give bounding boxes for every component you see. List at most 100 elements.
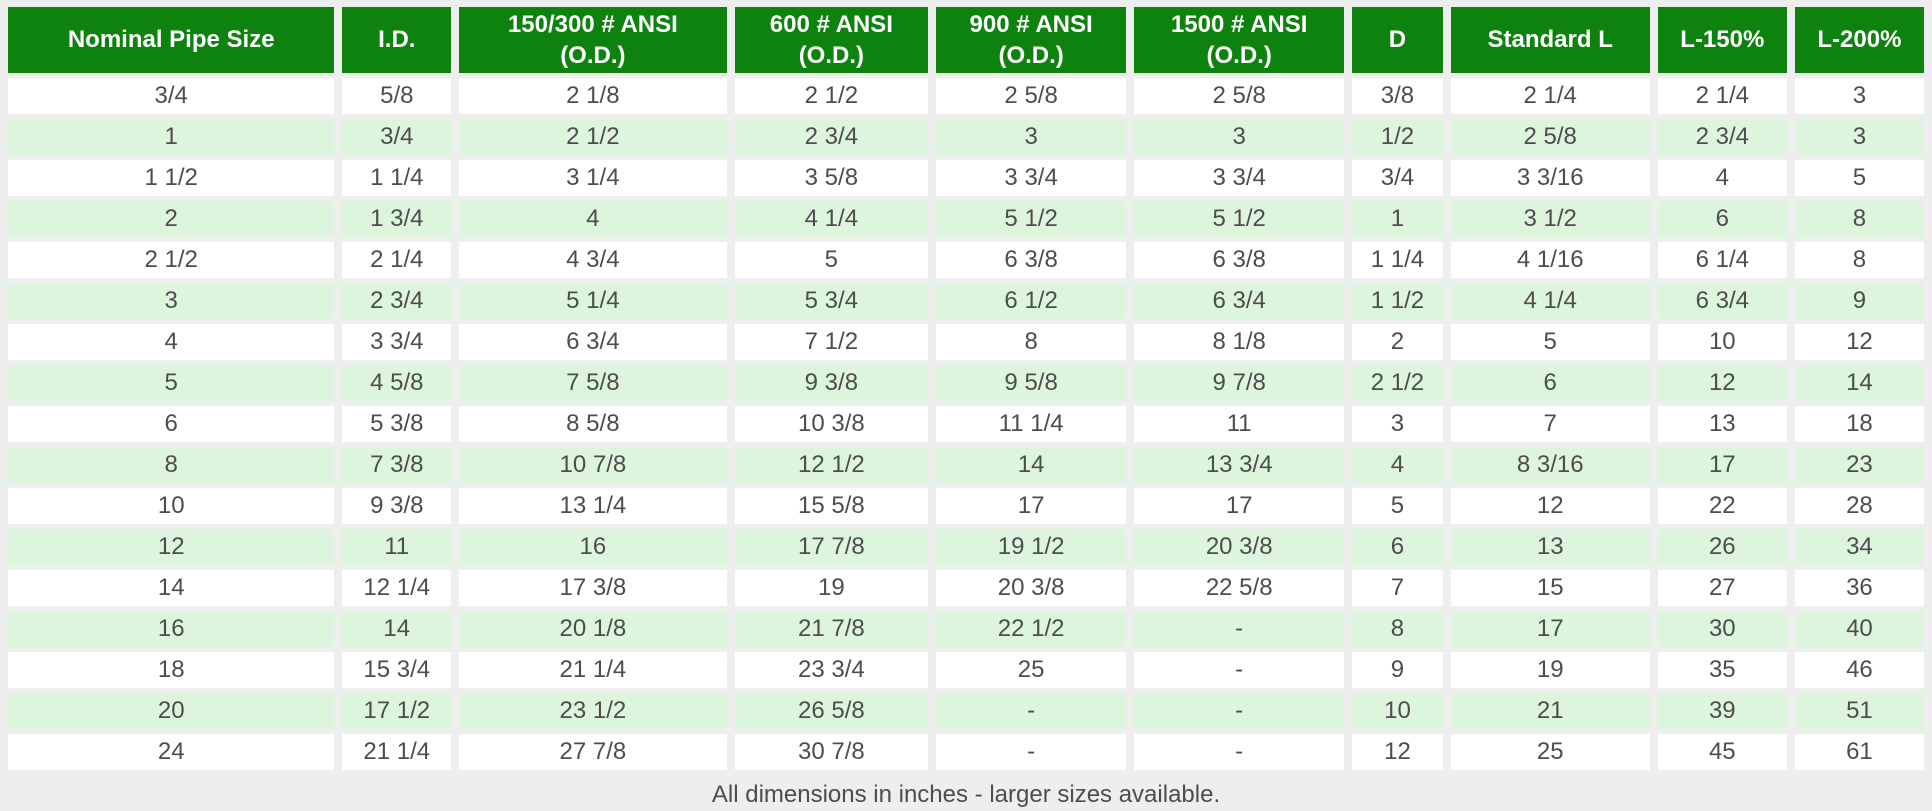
table-cell: 5/8	[342, 78, 452, 114]
table-cell: 27 7/8	[459, 734, 727, 770]
table-cell: 3	[936, 119, 1127, 155]
table-cell: 9 7/8	[1134, 365, 1345, 401]
table-cell: 9 5/8	[936, 365, 1127, 401]
table-cell: 21 7/8	[734, 611, 929, 647]
table-cell: 9	[1794, 283, 1924, 319]
table-cell: 2 1/8	[459, 78, 727, 114]
table-cell: 6 3/8	[1134, 242, 1345, 278]
table-cell: 28	[1794, 488, 1924, 524]
table-cell: 26	[1657, 529, 1787, 565]
header-cell: 900 # ANSI (O.D.)	[936, 7, 1127, 73]
table-cell: 6	[1657, 201, 1787, 237]
table-cell: 13 3/4	[1134, 447, 1345, 483]
table-cell: 20	[8, 693, 335, 729]
table-cell: 1/2	[1352, 119, 1443, 155]
table-cell: 14	[8, 570, 335, 606]
table-cell: -	[936, 734, 1127, 770]
table-cell: 34	[1794, 529, 1924, 565]
table-cell: 18	[8, 652, 335, 688]
table-body: 3/4 5/8 2 1/8 2 1/2 2 5/8 2 5/8 3/8 2 1/4 2 1/4 3…	[8, 78, 1924, 770]
table-cell: 4	[459, 201, 727, 237]
table-cell: 11	[1134, 406, 1345, 442]
table-cell: 3	[1352, 406, 1443, 442]
table-cell: 11 1/4	[936, 406, 1127, 442]
table-cell: 5	[1794, 160, 1924, 196]
table-row: 10 9 3/8 13 1/4 15 5/8 17 17 5 12 22 28	[8, 488, 1924, 524]
header-cell: L-200%	[1794, 7, 1924, 73]
table-row: 16 14 20 1/8 21 7/8 22 1/2-8 17 30 40	[8, 611, 1924, 647]
table-cell: 6 1/2	[936, 283, 1127, 319]
table-cell: 2	[8, 201, 335, 237]
table-cell: 21 1/4	[342, 734, 452, 770]
header-cell: L-150%	[1657, 7, 1787, 73]
table-cell: 20 1/8	[459, 611, 727, 647]
table-cell: 10	[1657, 324, 1787, 360]
table-cell: 20 3/8	[1134, 529, 1345, 565]
table-cell: 3/4	[342, 119, 452, 155]
table-cell: 9 3/8	[342, 488, 452, 524]
table-cell: 5	[1352, 488, 1443, 524]
table-cell: 18	[1794, 406, 1924, 442]
table-cell: 2 3/4	[1657, 119, 1787, 155]
table-row: 3/4 5/8 2 1/8 2 1/2 2 5/8 2 5/8 3/8 2 1/4 2 1/4 3	[8, 78, 1924, 114]
table-row: 18 15 3/4 21 1/4 23 3/4 25-9 19 35 46	[8, 652, 1924, 688]
table-cell: 3/4	[8, 78, 335, 114]
table-cell: -	[1134, 693, 1345, 729]
table-cell: 2 5/8	[1134, 78, 1345, 114]
table-cell: 15	[1450, 570, 1650, 606]
table-cell: 19	[734, 570, 929, 606]
header-cell: I.D.	[342, 7, 452, 73]
table-cell: 2 1/4	[1657, 78, 1787, 114]
table-cell: 5	[1450, 324, 1650, 360]
table-cell: 12	[1657, 365, 1787, 401]
table-cell: 8	[1352, 611, 1443, 647]
table-cell: 7	[1450, 406, 1650, 442]
pipe-dimensions-table: Nominal Pipe Size I.D. 150/300 # ANSI (O.D…	[0, 2, 1932, 775]
table-cell: 6	[1352, 529, 1443, 565]
table-cell: 1 1/2	[8, 160, 335, 196]
table-cell: 3 3/4	[342, 324, 452, 360]
table-cell: 3 1/4	[459, 160, 727, 196]
table-cell: 12	[1352, 734, 1443, 770]
table-cell: 5	[734, 242, 929, 278]
table-header: Nominal Pipe Size I.D. 150/300 # ANSI (O.D…	[8, 7, 1924, 73]
table-cell: 4 1/4	[734, 201, 929, 237]
table-row: 1 3/4 2 1/2 2 3/4 3 3 1/2 2 5/8 2 3/4 3	[8, 119, 1924, 155]
table-row: 12 11 16 17 7/8 19 1/2 20 3/8 6 13 26 34	[8, 529, 1924, 565]
table-cell: 23 3/4	[734, 652, 929, 688]
table-cell: 24	[8, 734, 335, 770]
table-cell: 5 3/8	[342, 406, 452, 442]
table-cell: 6	[8, 406, 335, 442]
table-cell: 40	[1794, 611, 1924, 647]
table-cell: 1	[8, 119, 335, 155]
table-cell: 10 3/8	[734, 406, 929, 442]
table-cell: 16	[459, 529, 727, 565]
table-cell: 13	[1657, 406, 1787, 442]
table-cell: 10	[1352, 693, 1443, 729]
table-cell: 17 3/8	[459, 570, 727, 606]
table-cell: 17	[1657, 447, 1787, 483]
table-cell: 3/4	[1352, 160, 1443, 196]
table-cell: -	[1134, 652, 1345, 688]
table-cell: 4 5/8	[342, 365, 452, 401]
table-cell: 16	[8, 611, 335, 647]
table-cell: 13	[1450, 529, 1650, 565]
table-cell: 45	[1657, 734, 1787, 770]
table-cell: 6 3/4	[1134, 283, 1345, 319]
table-cell: -	[1134, 611, 1345, 647]
table-cell: 15 5/8	[734, 488, 929, 524]
table-cell: 4 3/4	[459, 242, 727, 278]
table-cell: 5 1/2	[936, 201, 1127, 237]
table-cell: 8	[936, 324, 1127, 360]
table-cell: 25	[1450, 734, 1650, 770]
table-row: 1 1/2 1 1/4 3 1/4 3 5/8 3 3/4 3 3/4 3/4 3 3/16 4…	[8, 160, 1924, 196]
table-cell: 17 1/2	[342, 693, 452, 729]
table-cell: -	[936, 693, 1127, 729]
table-cell: 2 1/4	[342, 242, 452, 278]
table-cell: 6 3/4	[1657, 283, 1787, 319]
table-cell: 3 3/4	[936, 160, 1127, 196]
